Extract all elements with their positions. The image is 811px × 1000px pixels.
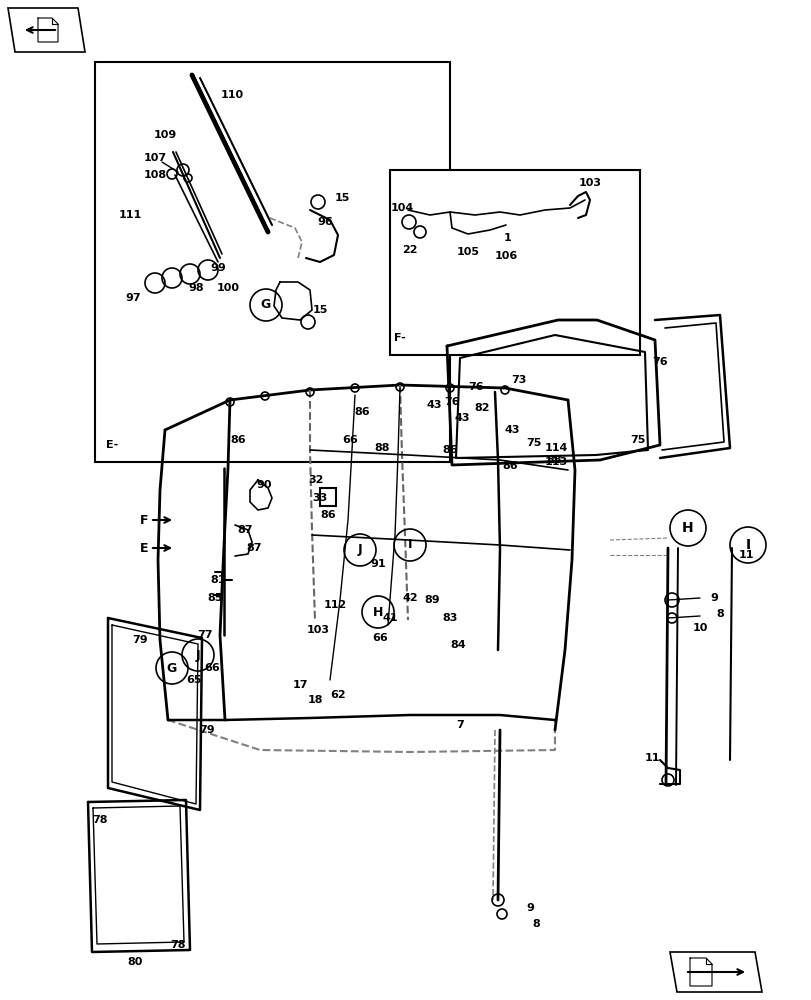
Text: 98: 98: [188, 283, 204, 293]
Text: 73: 73: [511, 375, 526, 385]
Text: 104: 104: [390, 203, 413, 213]
Text: 88: 88: [374, 443, 389, 453]
Text: 85: 85: [207, 593, 222, 603]
Text: G: G: [260, 298, 271, 312]
Text: 91: 91: [370, 559, 385, 569]
Bar: [95, 62, 449, 462]
Text: 113: 113: [543, 457, 567, 467]
Text: 83: 83: [442, 613, 457, 623]
Text: 103: 103: [306, 625, 329, 635]
Text: H: H: [681, 521, 693, 535]
Text: 109: 109: [153, 130, 177, 140]
Text: 79: 79: [132, 635, 148, 645]
Polygon shape: [669, 952, 761, 992]
Text: 76: 76: [444, 397, 459, 407]
Text: 80: 80: [127, 957, 143, 967]
Text: 86: 86: [230, 435, 246, 445]
Text: E: E: [139, 542, 148, 554]
Text: 41: 41: [382, 613, 397, 623]
Text: 105: 105: [456, 247, 479, 257]
Text: J: J: [358, 544, 362, 556]
Text: 65: 65: [186, 675, 201, 685]
Text: 86: 86: [501, 461, 517, 471]
Text: F-: F-: [393, 333, 406, 343]
Text: 89: 89: [423, 595, 440, 605]
Text: 7: 7: [456, 720, 463, 730]
Text: 66: 66: [371, 633, 388, 643]
Text: 43: 43: [504, 425, 519, 435]
Text: 90: 90: [256, 480, 272, 490]
Text: 108: 108: [144, 170, 166, 180]
Text: 86: 86: [442, 445, 457, 455]
Text: 8: 8: [715, 609, 723, 619]
Text: 43: 43: [426, 400, 441, 410]
Text: J: J: [195, 648, 200, 662]
Text: 114: 114: [543, 443, 567, 453]
Text: 62: 62: [330, 690, 345, 700]
Text: 76: 76: [651, 357, 667, 367]
Bar: [320, 488, 336, 506]
Text: I: I: [407, 538, 412, 552]
Text: 82: 82: [474, 403, 489, 413]
Polygon shape: [8, 8, 85, 52]
Text: 43: 43: [453, 413, 470, 423]
Text: 17: 17: [292, 680, 307, 690]
Text: 86: 86: [320, 510, 336, 520]
Text: 1: 1: [504, 233, 511, 243]
Text: 103: 103: [577, 178, 601, 188]
Text: 9: 9: [526, 903, 534, 913]
Text: E-: E-: [105, 440, 118, 450]
Text: 100: 100: [217, 283, 239, 293]
Text: 81: 81: [210, 575, 225, 585]
Text: 15: 15: [334, 193, 350, 203]
Text: 9: 9: [709, 593, 717, 603]
Text: I: I: [744, 538, 749, 552]
Text: 112: 112: [323, 600, 346, 610]
Text: 66: 66: [341, 435, 358, 445]
Text: 75: 75: [629, 435, 645, 445]
Text: 107: 107: [144, 153, 166, 163]
Text: 87: 87: [246, 543, 261, 553]
Text: F: F: [139, 514, 148, 526]
Text: 78: 78: [170, 940, 186, 950]
Text: 10: 10: [692, 623, 707, 633]
Text: 11: 11: [737, 550, 753, 560]
Text: 111: 111: [118, 210, 141, 220]
Text: 42: 42: [401, 593, 418, 603]
Text: 78: 78: [92, 815, 108, 825]
Text: 32: 32: [308, 475, 324, 485]
Text: 97: 97: [125, 293, 140, 303]
Text: 76: 76: [468, 382, 483, 392]
Text: 18: 18: [307, 695, 322, 705]
Text: 33: 33: [312, 493, 327, 503]
Text: 84: 84: [449, 640, 466, 650]
Text: 15: 15: [312, 305, 328, 315]
Text: 8: 8: [531, 919, 539, 929]
Text: 75: 75: [526, 438, 541, 448]
Text: 96: 96: [317, 217, 333, 227]
Text: 22: 22: [401, 245, 417, 255]
Text: 79: 79: [199, 725, 215, 735]
Text: 106: 106: [494, 251, 517, 261]
Text: G: G: [167, 662, 177, 674]
Bar: [389, 170, 639, 355]
Text: 77: 77: [197, 630, 212, 640]
Text: H: H: [372, 605, 383, 618]
Text: 11: 11: [643, 753, 659, 763]
Text: 66: 66: [204, 663, 220, 673]
Text: 99: 99: [210, 263, 225, 273]
Text: 110: 110: [220, 90, 243, 100]
Text: 87: 87: [237, 525, 252, 535]
Text: 86: 86: [354, 407, 369, 417]
Text: 88: 88: [546, 455, 561, 465]
